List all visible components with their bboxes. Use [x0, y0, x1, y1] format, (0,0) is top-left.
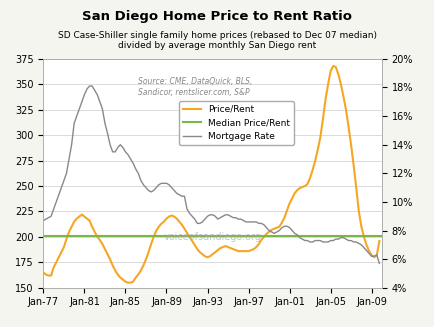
Mortgage Rate: [315, 239, 320, 243]
Mortgage Rate: [82, 93, 87, 96]
Mortgage Rate: [87, 84, 92, 88]
Price/Rent: [315, 147, 320, 151]
Mortgage Rate: [69, 143, 74, 146]
Mortgage Rate: [146, 188, 151, 192]
Price/Rent: [377, 239, 382, 243]
Line: Price/Rent: Price/Rent: [43, 66, 379, 283]
Mortgage Rate: [312, 239, 318, 243]
Price/Rent: [82, 215, 87, 218]
Price/Rent: [156, 225, 161, 229]
Text: Source: CME, DataQuick, BLS,
Sandicor, rentslicer.com, S&P: Source: CME, DataQuick, BLS, Sandicor, r…: [138, 77, 253, 96]
Price/Rent: [331, 64, 336, 68]
Mortgage Rate: [377, 262, 382, 266]
Text: SD Case-Shiller single family home prices (rebased to Dec 07 median)
divided by : SD Case-Shiller single family home price…: [57, 31, 377, 50]
Price/Rent: [69, 225, 74, 229]
Mortgage Rate: [41, 218, 46, 222]
Price/Rent: [125, 281, 131, 284]
Price/Rent: [146, 250, 151, 254]
Text: San Diego Home Price to Rent Ratio: San Diego Home Price to Rent Ratio: [82, 10, 352, 23]
Text: voiceofsandiego.org: voiceofsandiego.org: [164, 232, 262, 242]
Line: Mortgage Rate: Mortgage Rate: [43, 86, 379, 264]
Price/Rent: [312, 159, 318, 163]
Mortgage Rate: [156, 183, 161, 187]
Price/Rent: [41, 270, 46, 274]
Legend: Price/Rent, Median Price/Rent, Mortgage Rate: Price/Rent, Median Price/Rent, Mortgage …: [179, 101, 294, 145]
